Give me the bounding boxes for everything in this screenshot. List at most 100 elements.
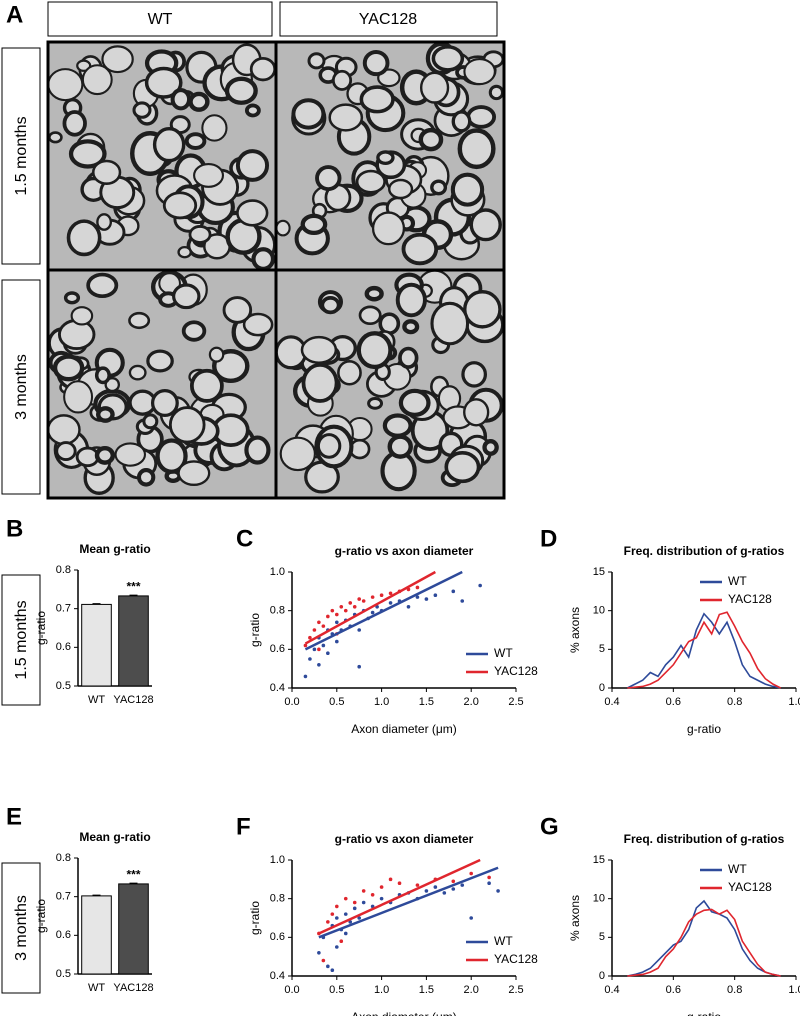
bar xyxy=(81,895,112,975)
axon xyxy=(172,283,201,310)
axon xyxy=(337,360,362,386)
axon xyxy=(128,364,147,381)
axon xyxy=(94,445,116,465)
x-axis-label: Axon diameter (μm) xyxy=(351,1010,457,1016)
legend-label: WT xyxy=(728,574,747,588)
panel-letter: A xyxy=(6,1,23,28)
scatter-point xyxy=(388,877,393,882)
axon xyxy=(66,219,102,257)
y-tick-label: 10 xyxy=(593,893,605,905)
x-tick-label: 0.8 xyxy=(727,984,742,996)
scatter-point xyxy=(335,945,339,949)
axon xyxy=(46,414,81,446)
axon xyxy=(235,149,270,182)
y-tick-label: 10 xyxy=(593,605,605,617)
axon xyxy=(418,127,444,152)
scatter-point xyxy=(451,887,456,891)
significance-label: *** xyxy=(126,867,140,881)
x-axis-label: g-ratio xyxy=(687,722,721,736)
x-tick-label: 2.5 xyxy=(508,984,523,996)
row-label: 1.5 months xyxy=(13,600,30,679)
bar-chart: Mean g-ratio g-ratio 0.5 0.6 0.7 0.8 WT YAC128 *… xyxy=(34,830,153,994)
scatter-point xyxy=(415,595,420,599)
micrograph-grid xyxy=(46,40,506,500)
axon xyxy=(364,285,384,302)
legend-label: WT xyxy=(494,646,513,660)
axon xyxy=(136,468,156,487)
axon xyxy=(451,110,472,133)
legend-label: YAC128 xyxy=(728,592,772,606)
y-tick-label: 0.8 xyxy=(56,852,71,864)
axon xyxy=(96,406,115,423)
fit-line xyxy=(304,570,463,651)
bar-chart: Mean g-ratio g-ratio 0.5 0.6 0.7 0.8 WT YAC128 *… xyxy=(34,542,153,706)
scatter-point xyxy=(343,912,348,916)
fit-line xyxy=(318,866,499,939)
x-tick-label: 0.0 xyxy=(284,984,299,996)
x-tick-label: WT xyxy=(88,982,105,994)
bar xyxy=(81,603,112,687)
axon xyxy=(355,169,387,194)
axon xyxy=(358,305,382,326)
axon xyxy=(101,45,134,74)
axon xyxy=(146,349,174,373)
chart-title: g-ratio vs axon diameter xyxy=(335,832,474,846)
axon xyxy=(63,291,81,305)
scatter-point xyxy=(451,879,456,884)
y-tick-label: 0.4 xyxy=(270,970,285,982)
axon xyxy=(482,439,499,456)
panel-letter: C xyxy=(236,525,253,552)
scatter-point xyxy=(317,647,321,652)
axon xyxy=(184,132,207,150)
axon xyxy=(70,306,94,326)
axon xyxy=(208,346,225,363)
axon xyxy=(222,296,253,324)
scatter-point xyxy=(348,920,353,924)
y-tick-label: 0.5 xyxy=(56,968,71,980)
y-tick-label: 0 xyxy=(599,970,605,982)
y-axis-label: g-ratio xyxy=(34,611,48,645)
x-tick-label: 1.0 xyxy=(788,984,800,996)
axon xyxy=(300,213,328,236)
y-tick-label: 0.7 xyxy=(56,603,71,615)
x-tick-label: 2.0 xyxy=(464,696,479,708)
axon xyxy=(356,331,393,370)
x-tick-label: 1.5 xyxy=(419,984,434,996)
axon xyxy=(57,318,96,351)
axon xyxy=(52,354,85,382)
axon xyxy=(91,159,122,185)
axon xyxy=(291,98,326,130)
scatter-point xyxy=(397,881,402,885)
x-tick-label: 0.4 xyxy=(604,984,619,996)
micrograph xyxy=(275,41,505,270)
axon xyxy=(242,312,274,337)
fit-line xyxy=(318,858,481,935)
bar xyxy=(118,595,149,687)
panel-letter: F xyxy=(236,813,251,840)
series-line xyxy=(626,612,781,689)
axon xyxy=(331,69,353,91)
axon xyxy=(469,208,502,242)
panel-letter: B xyxy=(6,515,23,542)
x-tick-label: 0.4 xyxy=(604,696,619,708)
axon xyxy=(47,68,84,102)
axon xyxy=(189,368,224,403)
scatter-point xyxy=(433,593,438,597)
legend-label: YAC128 xyxy=(494,664,538,678)
axon xyxy=(249,56,277,82)
y-tick-label: 15 xyxy=(593,566,605,578)
y-axis-label: g-ratio xyxy=(248,901,262,935)
scatter-point xyxy=(357,916,362,920)
axon xyxy=(188,225,212,244)
axon xyxy=(62,110,87,137)
axon xyxy=(63,380,94,414)
axon xyxy=(236,199,269,227)
legend-label: WT xyxy=(494,934,513,948)
scatter-point xyxy=(352,605,357,609)
scatter-point xyxy=(352,906,357,911)
bar xyxy=(118,883,149,975)
chart-title: Freq. distribution of g-ratios xyxy=(624,544,785,558)
axon xyxy=(181,320,207,342)
axon xyxy=(461,361,488,388)
fit-line xyxy=(304,570,436,645)
